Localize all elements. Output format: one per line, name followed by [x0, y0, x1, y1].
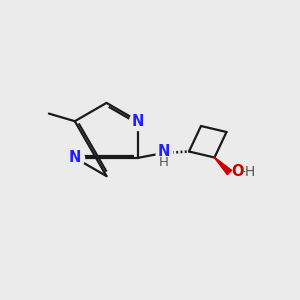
Text: H: H	[159, 156, 168, 169]
Text: -H: -H	[241, 165, 256, 179]
Text: N: N	[132, 114, 144, 129]
Text: N: N	[69, 150, 81, 165]
Polygon shape	[214, 158, 232, 175]
Text: O: O	[232, 164, 244, 179]
Text: N: N	[157, 144, 170, 159]
